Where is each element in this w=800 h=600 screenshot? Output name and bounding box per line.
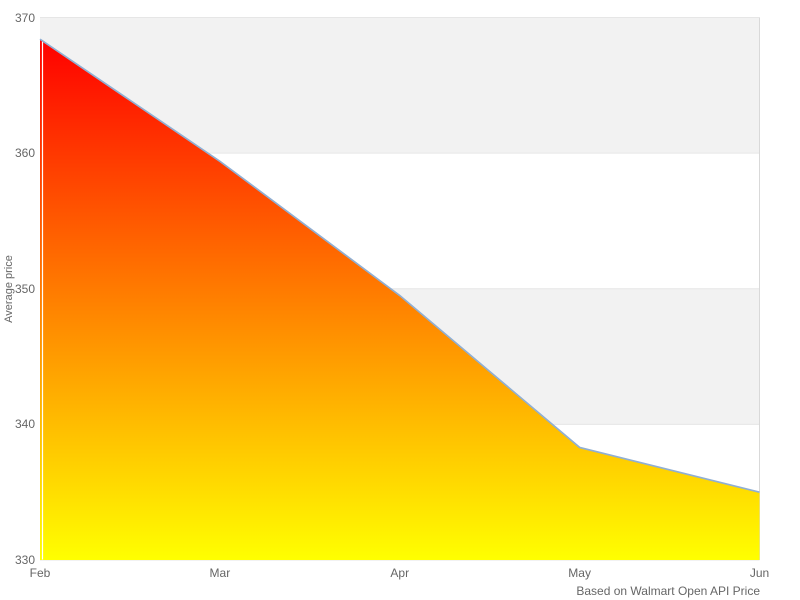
y-tick-label: 360 (14, 146, 35, 161)
series-line[interactable] (39, 38, 760, 494)
y-tick-label: 350 (14, 281, 35, 296)
x-tick-label: Jun (749, 566, 770, 580)
y-axis-title: Average price (3, 255, 15, 323)
y-tick-label: 330 (14, 553, 35, 567)
x-tick-label: Feb (29, 566, 51, 580)
x-tick-label: Apr (390, 566, 410, 580)
x-tick-label: Mar (209, 566, 231, 580)
y-tick-label: 340 (14, 417, 35, 432)
y-tick-label: 370 (14, 10, 35, 25)
chart-credits: Based on Walmart Open API Price (576, 584, 760, 598)
x-tick-label: May (568, 566, 591, 580)
area-series[interactable] (40, 39, 760, 560)
